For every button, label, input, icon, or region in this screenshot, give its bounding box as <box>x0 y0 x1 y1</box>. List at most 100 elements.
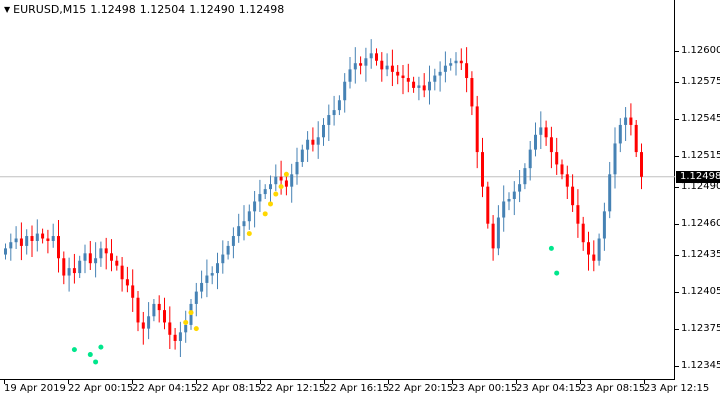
candle-body <box>507 199 511 202</box>
candle-body <box>364 58 368 66</box>
candle-body <box>284 180 288 187</box>
plot-frame <box>0 0 675 380</box>
candle <box>284 173 288 196</box>
candle-body <box>406 78 410 82</box>
candle <box>443 51 447 83</box>
candle <box>406 63 410 93</box>
candle <box>475 95 479 169</box>
candle-body <box>449 63 453 66</box>
candle <box>629 103 633 136</box>
candle-body <box>571 186 575 206</box>
candle <box>608 161 612 219</box>
candle <box>481 137 484 198</box>
candle-body <box>602 211 606 239</box>
candle <box>380 52 384 82</box>
candle-body <box>581 223 585 243</box>
time-tick <box>516 380 517 384</box>
candle-body <box>327 115 331 125</box>
candle <box>290 163 294 203</box>
candle-body <box>592 254 596 261</box>
symbol-timeframe: EURUSD,M15 <box>13 3 87 16</box>
candle-body <box>491 223 495 249</box>
time-tick <box>644 380 645 384</box>
candle <box>131 269 135 312</box>
candle-body <box>290 174 294 187</box>
time-label: 23 Apr 08:15 <box>580 383 646 394</box>
candle <box>173 328 177 350</box>
price-tick <box>675 186 679 188</box>
time-tick <box>452 380 453 384</box>
candle-body <box>210 273 214 276</box>
candle <box>78 255 82 279</box>
candle <box>375 48 378 66</box>
candle <box>136 290 140 332</box>
price-label: 1.12545 <box>681 112 720 124</box>
signal-down-dot <box>71 347 77 353</box>
candle-body <box>104 248 108 254</box>
candle-body <box>279 176 283 181</box>
candle <box>512 181 516 216</box>
time-tick <box>4 380 5 384</box>
candle-body <box>348 69 352 82</box>
candle <box>152 298 156 322</box>
candle-body <box>274 176 278 185</box>
time-tick <box>260 380 261 384</box>
candle <box>163 297 166 330</box>
candle <box>385 53 389 77</box>
candle-body <box>332 110 336 116</box>
price-label: 1.12575 <box>681 75 720 87</box>
dropdown-arrow-icon[interactable]: ▼ <box>4 5 11 14</box>
candle-body <box>576 205 580 224</box>
candle-body <box>35 233 39 241</box>
candle <box>279 160 283 195</box>
candle <box>62 251 66 285</box>
signal-up-dot <box>278 184 284 190</box>
candle-body <box>401 75 405 79</box>
candle-body <box>269 184 272 190</box>
candle <box>470 71 474 116</box>
candle-body <box>523 168 527 185</box>
candle-body <box>136 297 140 323</box>
price-label: 1.12515 <box>681 149 720 161</box>
candle <box>428 65 431 105</box>
time-label: 22 Apr 04:15 <box>132 383 198 394</box>
candle <box>316 121 320 159</box>
candle <box>300 144 304 167</box>
candle <box>401 65 405 95</box>
candle-body <box>247 211 251 222</box>
candle <box>205 259 209 298</box>
candle-body <box>120 265 124 280</box>
candle-body <box>62 258 66 276</box>
candle <box>613 127 617 189</box>
candle <box>35 219 39 252</box>
candle <box>417 76 421 101</box>
candle <box>523 163 527 190</box>
candle <box>221 240 225 274</box>
candle-body <box>51 236 55 241</box>
candle <box>348 57 352 89</box>
candle <box>322 118 325 146</box>
candle-body <box>178 332 182 341</box>
candle <box>369 39 373 69</box>
candle-body <box>422 85 426 91</box>
candle <box>624 107 628 141</box>
candle <box>247 204 251 230</box>
candle-body <box>263 189 267 195</box>
price-label: 1.12600 <box>681 44 720 56</box>
price-chart[interactable] <box>0 0 675 380</box>
candle-body <box>438 71 442 76</box>
candle-body <box>322 124 325 138</box>
signal-up-dot <box>246 231 252 237</box>
candle <box>274 164 278 191</box>
candle-body <box>253 201 257 212</box>
candle-body <box>168 322 172 335</box>
time-label: 23 Apr 00:15 <box>452 383 518 394</box>
candle <box>332 95 336 126</box>
candle <box>364 47 368 82</box>
candle <box>518 169 522 203</box>
candle <box>210 266 214 285</box>
candle <box>549 126 553 169</box>
candle <box>67 257 71 292</box>
candle-body <box>470 78 474 107</box>
